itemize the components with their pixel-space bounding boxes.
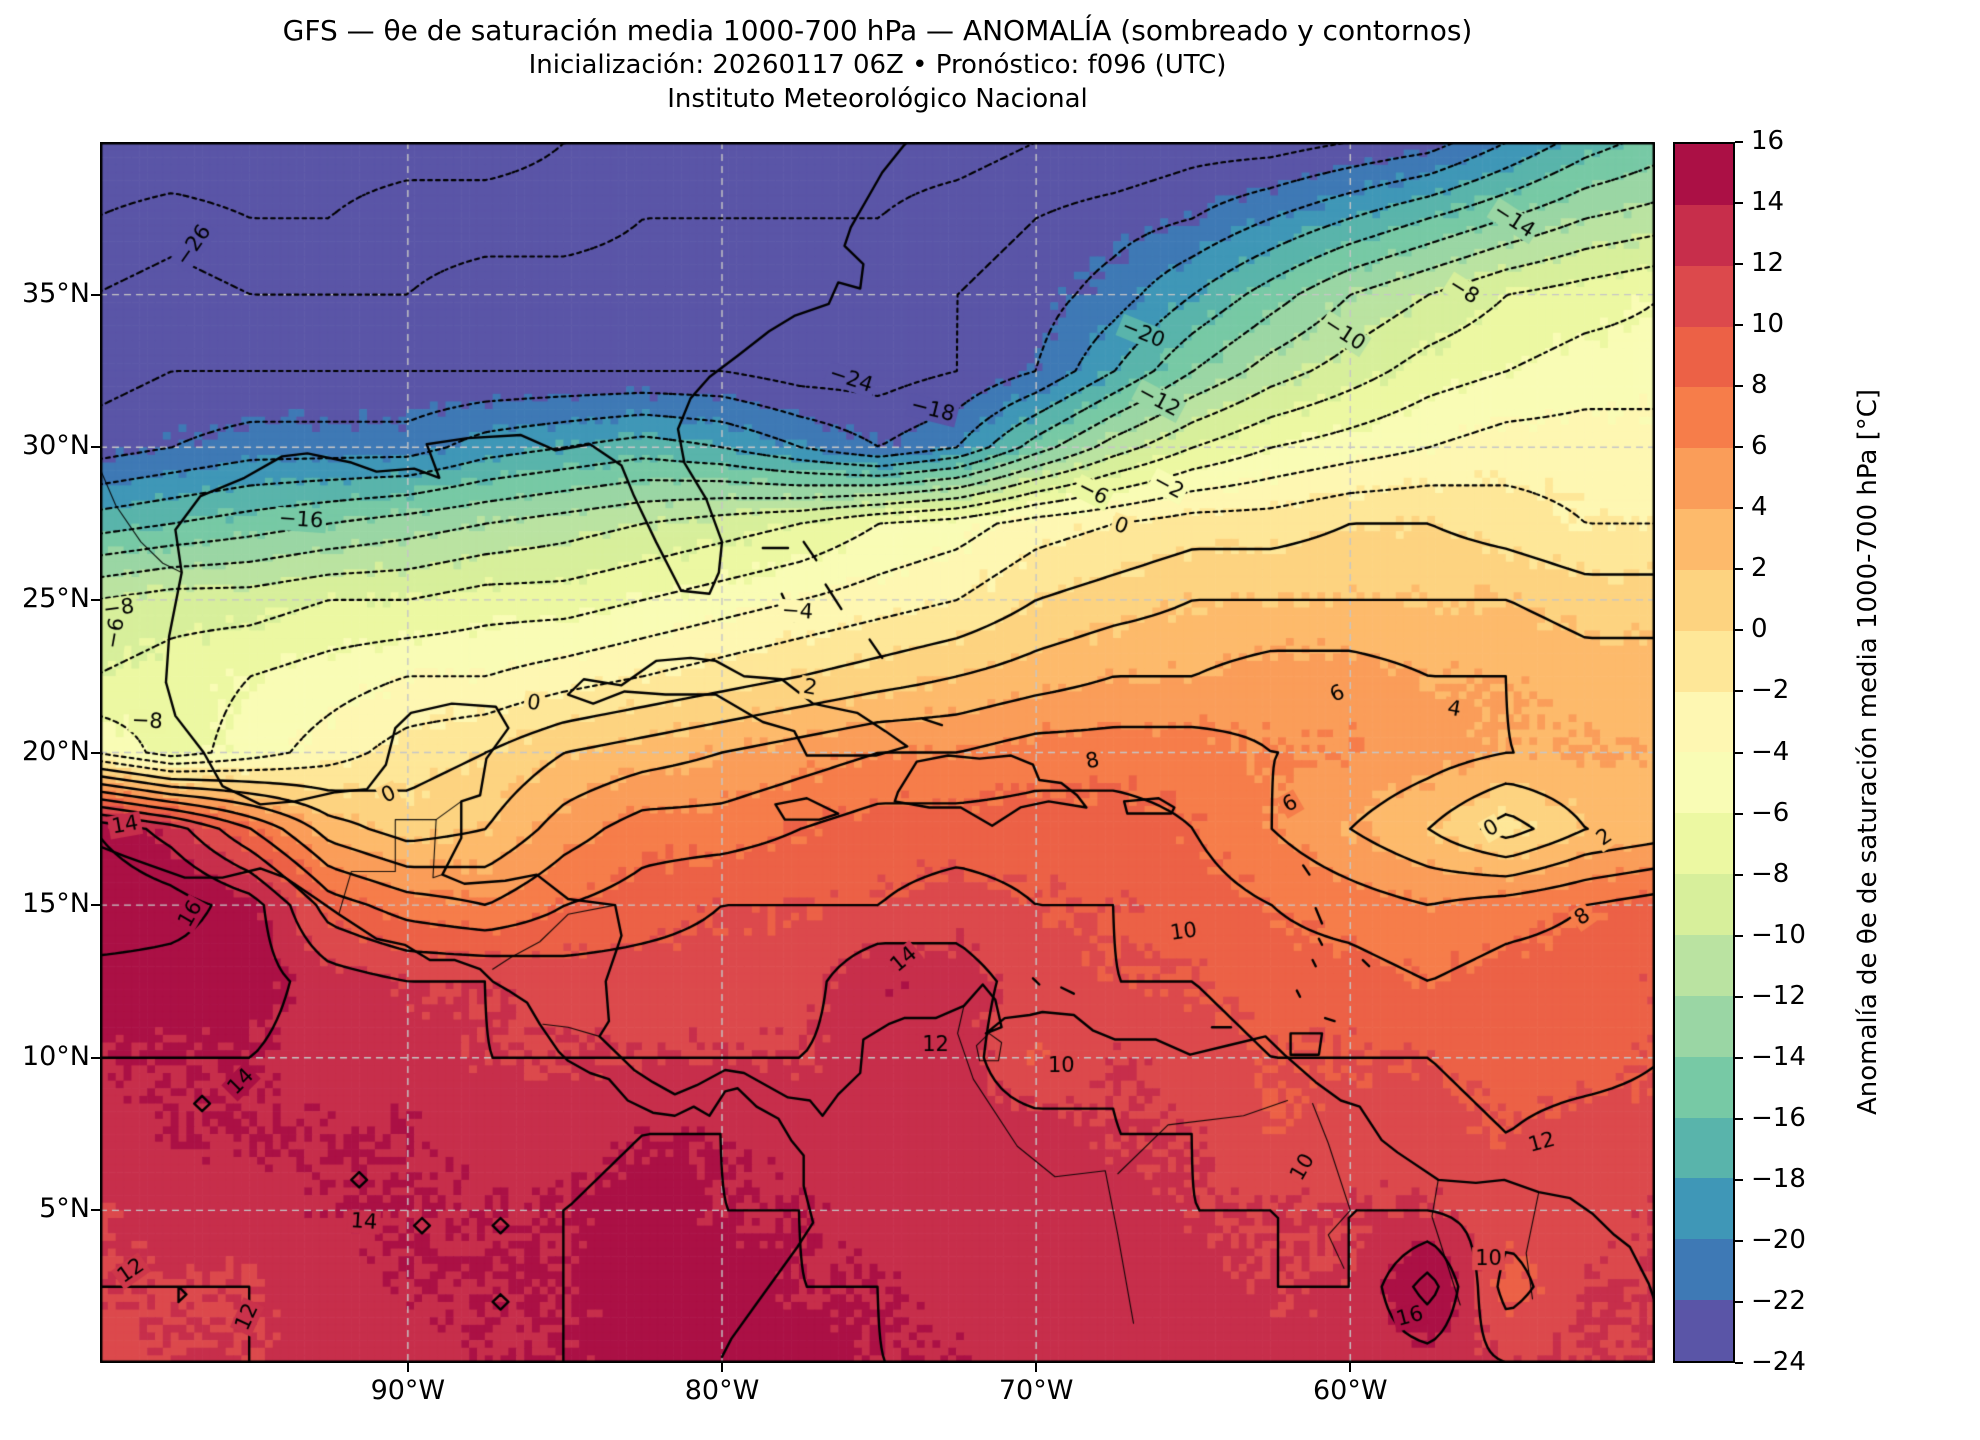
- colorbar-band: [1675, 813, 1733, 875]
- colorbar-tick-label: −18: [1751, 1163, 1806, 1194]
- colorbar-band: [1675, 1239, 1733, 1301]
- colorbar-tick-label: 6: [1751, 431, 1768, 462]
- colorbar-tick-label: 10: [1751, 309, 1785, 340]
- x-axis-tick: [406, 1363, 409, 1372]
- colorbar-tick: [1735, 873, 1743, 876]
- colorbar-tick: [1735, 1300, 1743, 1303]
- colorbar-tick-label: −12: [1751, 980, 1806, 1011]
- colorbar-band: [1675, 1056, 1733, 1118]
- colorbar-band: [1675, 630, 1733, 692]
- chart-subtitle-run: Inicialización: 20260117 06Z • Pronóstic…: [528, 50, 1227, 80]
- y-axis-tick: [91, 1209, 100, 1212]
- colorbar-band: [1675, 995, 1733, 1057]
- colorbar-tick-label: −20: [1751, 1224, 1806, 1255]
- colorbar-band: [1675, 144, 1733, 205]
- x-axis-tick: [1035, 1363, 1038, 1372]
- colorbar-band: [1675, 204, 1733, 266]
- x-axis-tick: [721, 1363, 723, 1372]
- chart-title: GFS — θe de saturación media 1000-700 hP…: [282, 14, 1473, 47]
- y-axis-tick: [91, 1056, 100, 1059]
- colorbar-band: [1675, 752, 1733, 814]
- colorbar-band: [1675, 265, 1733, 327]
- colorbar-band: [1675, 1178, 1733, 1240]
- colorbar-tick-label: 14: [1751, 187, 1785, 218]
- y-axis-tick-label: 5°N: [39, 1193, 90, 1225]
- colorbar-band: [1675, 448, 1733, 510]
- colorbar-tick: [1735, 629, 1743, 632]
- colorbar-tick-label: 2: [1751, 553, 1768, 584]
- colorbar-tick: [1735, 324, 1743, 327]
- y-axis-tick-label: 35°N: [21, 277, 90, 309]
- y-axis-tick: [91, 446, 100, 449]
- y-axis-tick: [91, 751, 100, 754]
- colorbar-tick: [1735, 1239, 1743, 1242]
- colorbar-tick-label: −8: [1751, 858, 1790, 889]
- colorbar-band: [1675, 691, 1733, 753]
- colorbar-tick-label: −6: [1751, 797, 1790, 828]
- y-axis-tick-label: 15°N: [21, 888, 90, 920]
- colorbar-tick-label: −14: [1751, 1041, 1806, 1072]
- colorbar-band: [1675, 1117, 1733, 1179]
- colorbar-band: [1675, 569, 1733, 631]
- colorbar-tick: [1735, 1056, 1743, 1059]
- x-axis-tick-label: 60°W: [1313, 1375, 1388, 1406]
- colorbar-tick: [1735, 446, 1743, 449]
- y-axis-tick: [91, 293, 100, 296]
- colorbar-tick: [1735, 507, 1743, 510]
- colorbar-tick-label: −2: [1751, 675, 1790, 706]
- y-axis-tick-label: 10°N: [21, 1040, 90, 1072]
- colorbar-tick: [1735, 751, 1743, 754]
- x-axis-tick: [1349, 1363, 1352, 1372]
- colorbar-band: [1675, 387, 1733, 449]
- colorbar-tick: [1735, 812, 1743, 815]
- colorbar-band: [1675, 934, 1733, 996]
- x-axis-tick-label: 70°W: [998, 1375, 1074, 1406]
- colorbar-tick: [1735, 1117, 1743, 1120]
- colorbar-tick-label: −16: [1751, 1102, 1806, 1133]
- x-axis-tick-label: 90°W: [370, 1375, 446, 1406]
- y-axis-tick: [91, 598, 100, 601]
- y-axis-tick-label: 25°N: [21, 582, 90, 614]
- colorbar: [1673, 142, 1735, 1363]
- colorbar-band: [1675, 1300, 1733, 1361]
- y-axis-tick-label: 20°N: [21, 735, 90, 767]
- colorbar-tick: [1735, 690, 1743, 693]
- colorbar-tick-label: −22: [1751, 1285, 1806, 1316]
- colorbar-tick-label: 8: [1751, 370, 1768, 401]
- colorbar-tick-label: −4: [1751, 736, 1790, 767]
- y-axis-tick: [91, 904, 100, 907]
- colorbar-tick: [1735, 141, 1743, 143]
- colorbar-tick: [1735, 1178, 1743, 1181]
- colorbar-band: [1675, 874, 1733, 935]
- colorbar-band: [1675, 326, 1733, 388]
- colorbar-axis-label: Anomalía de θe de saturación media 1000-…: [1853, 388, 1883, 1116]
- colorbar-tick: [1735, 1362, 1743, 1364]
- y-axis-tick-label: 30°N: [21, 430, 90, 462]
- colorbar-tick: [1735, 568, 1743, 571]
- chart-subtitle-institution: Instituto Meteorológico Nacional: [667, 84, 1088, 114]
- x-axis-tick-label: 80°W: [684, 1375, 760, 1406]
- colorbar-tick-label: 0: [1751, 614, 1768, 645]
- colorbar-tick: [1735, 995, 1743, 998]
- colorbar-tick-label: 12: [1751, 248, 1785, 279]
- anomaly-map-canvas: [100, 142, 1655, 1363]
- colorbar-tick: [1735, 934, 1743, 937]
- colorbar-tick-label: 4: [1751, 492, 1768, 523]
- colorbar-tick-label: −24: [1751, 1347, 1806, 1377]
- colorbar-tick-label: 16: [1751, 126, 1785, 156]
- colorbar-tick-label: −10: [1751, 919, 1806, 950]
- colorbar-tick: [1735, 263, 1743, 266]
- colorbar-tick: [1735, 202, 1743, 205]
- colorbar-tick: [1735, 385, 1743, 388]
- colorbar-band: [1675, 509, 1733, 570]
